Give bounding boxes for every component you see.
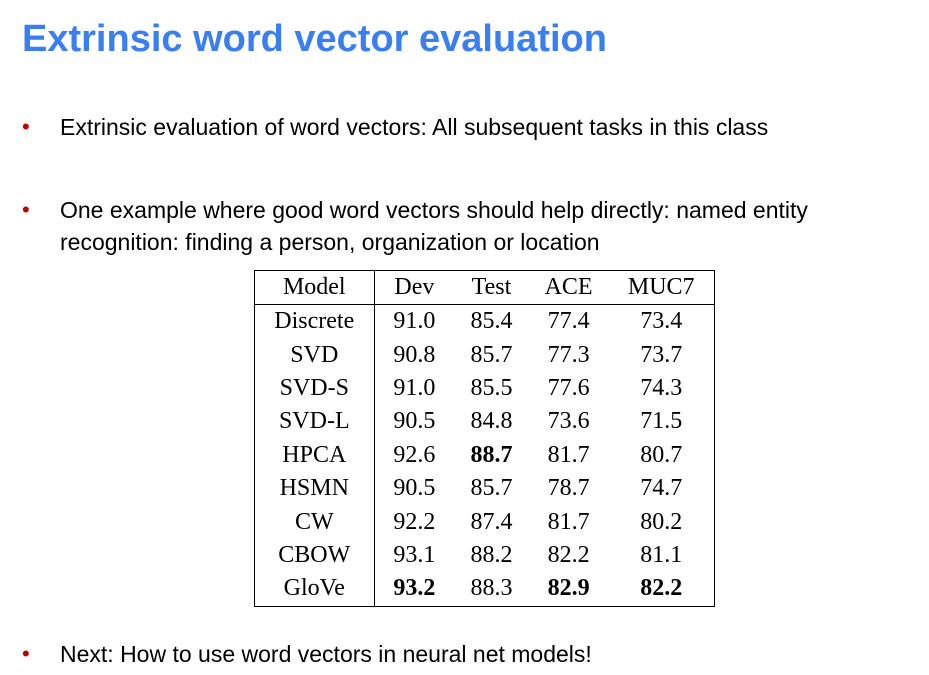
cell-dev: 91.0: [393, 308, 436, 335]
cell-model: GloVe: [254, 572, 375, 607]
bullet-dot-icon: •: [22, 641, 30, 666]
column-header-model: Model: [254, 270, 375, 305]
cell-model: SVD-S: [254, 371, 375, 406]
cell-ace: 77.3: [547, 341, 590, 368]
table-row: Discrete 91.0 85.4 77.4 73.4: [254, 304, 715, 339]
cell-ace: 77.4: [547, 308, 590, 335]
bullet-dot-icon: •: [22, 197, 30, 222]
cell-test: 85.4: [470, 308, 513, 335]
cell-muc7: 80.7: [640, 441, 683, 468]
table-row: HSMN 90.5 85.7 78.7 74.7: [254, 471, 715, 506]
cell-dev: 90.5: [393, 408, 436, 435]
table-row: CW 92.2 87.4 81.7 80.2: [254, 505, 715, 539]
cell-dev: 92.6: [393, 441, 436, 468]
cell-model: CW: [254, 505, 375, 539]
cell-ace: 77.6: [547, 374, 590, 401]
column-header-muc7: MUC7: [608, 270, 715, 305]
cell-test: 88.2: [470, 541, 513, 568]
cell-ace: 81.7: [547, 441, 590, 468]
cell-model: CBOW: [254, 538, 375, 573]
bullet-text: Next: How to use word vectors in neural …: [60, 641, 592, 667]
cell-model: HPCA: [254, 438, 375, 472]
cell-muc7: 71.5: [640, 408, 683, 435]
cell-test: 85.7: [470, 475, 513, 502]
slide-title: Extrinsic word vector evaluation: [22, 18, 607, 60]
ner-results-table: Model Dev Test ACE MUC7 Discrete 91.0 85…: [254, 270, 715, 607]
table-row: CBOW 93.1 88.2 82.2 81.1: [254, 538, 715, 573]
bullet-text: One example where good word vectors shou…: [60, 197, 808, 255]
table-row: SVD 90.8 85.7 77.3 73.7: [254, 338, 715, 372]
cell-test: 88.3: [470, 575, 513, 602]
column-header-dev: Dev: [374, 270, 455, 305]
table-header-row: Model Dev Test ACE MUC7: [254, 270, 715, 305]
cell-model: SVD: [254, 338, 375, 372]
cell-test: 84.8: [470, 408, 513, 435]
cell-ace: 78.7: [547, 475, 590, 502]
cell-muc7: 74.3: [640, 374, 683, 401]
column-header-ace: ACE: [528, 270, 609, 305]
bullet-dot-icon: •: [22, 114, 30, 139]
table-row: GloVe 93.2 88.3 82.9 82.2: [254, 572, 715, 607]
cell-muc7: 81.1: [640, 541, 683, 568]
cell-dev: 91.0: [393, 374, 436, 401]
cell-test: 85.7: [470, 341, 513, 368]
cell-dev: 90.5: [393, 475, 436, 502]
column-header-test: Test: [454, 270, 529, 305]
table-row: SVD-L 90.5 84.8 73.6 71.5: [254, 405, 715, 439]
cell-ace-best: 82.9: [547, 575, 590, 602]
cell-dev-best: 93.2: [393, 575, 436, 602]
cell-muc7: 74.7: [640, 475, 683, 502]
cell-test: 85.5: [470, 374, 513, 401]
cell-muc7: 73.4: [640, 308, 683, 335]
cell-dev: 92.2: [393, 508, 436, 535]
cell-ace: 81.7: [547, 508, 590, 535]
bullet-text: Extrinsic evaluation of word vectors: Al…: [60, 114, 769, 140]
cell-model: HSMN: [254, 471, 375, 506]
cell-dev: 93.1: [393, 541, 436, 568]
cell-muc7: 73.7: [640, 341, 683, 368]
cell-model: Discrete: [254, 304, 375, 339]
cell-test-best: 88.7: [470, 441, 513, 468]
cell-dev: 90.8: [393, 341, 436, 368]
cell-muc7-best: 82.2: [640, 575, 683, 602]
cell-ace: 73.6: [547, 408, 590, 435]
cell-ace: 82.2: [547, 541, 590, 568]
cell-model: SVD-L: [254, 405, 375, 439]
cell-muc7: 80.2: [640, 508, 683, 535]
table-row: SVD-S 91.0 85.5 77.6 74.3: [254, 371, 715, 406]
cell-test: 87.4: [470, 508, 513, 535]
table-row: HPCA 92.6 88.7 81.7 80.7: [254, 438, 715, 472]
